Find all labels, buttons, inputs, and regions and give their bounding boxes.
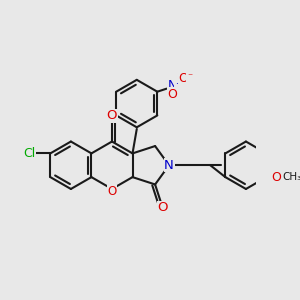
Text: +: + <box>175 79 182 88</box>
Text: O: O <box>272 171 282 184</box>
Text: Cl: Cl <box>23 147 36 160</box>
Text: N: N <box>168 79 177 92</box>
Text: ⁻: ⁻ <box>187 72 192 82</box>
Text: CH₃: CH₃ <box>283 172 300 182</box>
Text: O: O <box>158 201 168 214</box>
Text: N: N <box>164 159 174 172</box>
Text: O: O <box>107 110 117 122</box>
Text: O: O <box>168 88 178 101</box>
Text: O: O <box>107 185 117 198</box>
Text: O: O <box>178 72 188 85</box>
